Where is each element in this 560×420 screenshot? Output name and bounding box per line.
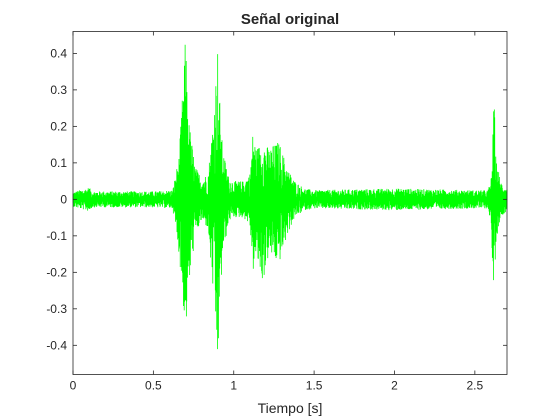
y-tick-label: 0.2: [50, 119, 67, 133]
signal-line: [72, 44, 508, 350]
x-tick-label: 0.5: [145, 379, 162, 393]
x-tick-label: 1.5: [306, 379, 323, 393]
y-axis-ticks: 0.4 0.3 0.2 0.1 0 -0.1 -0.2 -0.3 -0.4: [46, 46, 507, 352]
y-tick-label: -0.4: [46, 338, 67, 352]
y-tick-label: 0.1: [50, 156, 67, 170]
y-tick-label: 0.4: [50, 46, 67, 60]
y-tick-label: -0.1: [46, 229, 67, 243]
x-tick-label: 2: [391, 379, 398, 393]
x-tick-label: 0: [70, 379, 77, 393]
y-tick-label: -0.2: [46, 265, 67, 279]
axes-box: [72, 31, 508, 375]
x-tick-label: 1: [230, 379, 237, 393]
signal-series: [72, 44, 508, 350]
chart-title: Señal original: [241, 11, 339, 28]
y-tick-label: -0.3: [46, 302, 67, 316]
y-tick-label: 0: [60, 192, 67, 206]
x-axis-label: Tiempo [s]: [258, 400, 323, 416]
x-tick-label: 2.5: [467, 379, 484, 393]
x-axis-ticks: 0 0.5 1 1.5 2 2.5: [70, 31, 484, 393]
y-tick-label: 0.3: [50, 83, 67, 97]
